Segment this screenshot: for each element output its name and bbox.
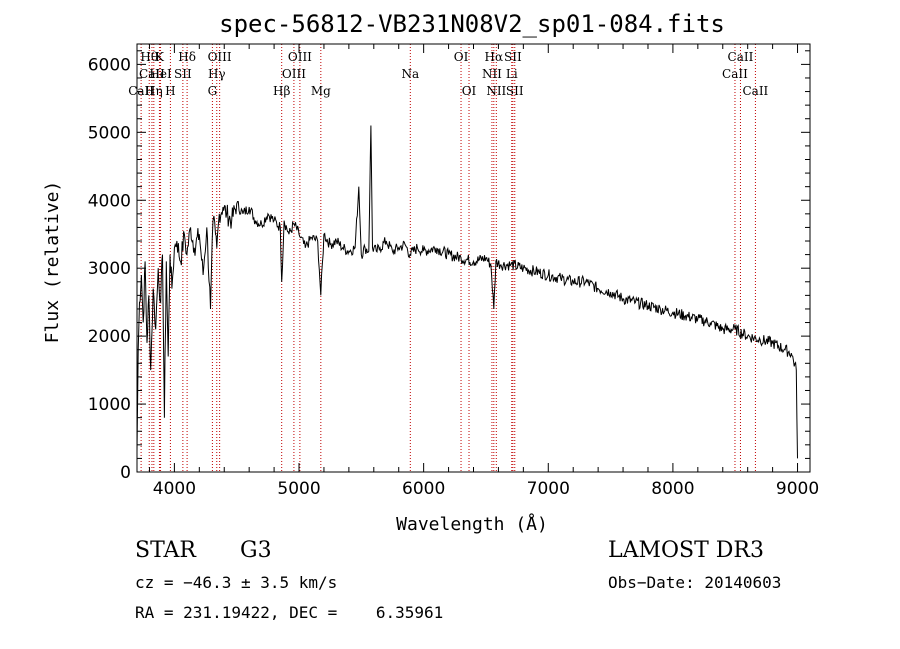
line-label-9: G — [208, 84, 218, 98]
spectrum-line — [136, 125, 798, 459]
line-label-10: Hγ — [208, 67, 226, 81]
line-label-22: Li — [506, 67, 518, 81]
line-label-11: OIII — [208, 50, 232, 64]
y-tick-label: 5000 — [88, 123, 131, 143]
chart-title: spec-56812-VB231N08V2_sp01-084.fits — [219, 10, 725, 38]
line-label-19: NII — [482, 67, 502, 81]
line-label-23: SII — [504, 50, 522, 64]
line-label-25: CaII — [722, 67, 748, 81]
line-label-4: K — [155, 50, 165, 64]
x-tick-label: 7000 — [527, 479, 570, 499]
x-tick-label: 4000 — [153, 479, 196, 499]
plot-frame — [136, 43, 811, 473]
line-label-15: Mg — [311, 84, 331, 98]
line-label-20: Hα — [485, 50, 504, 64]
x-tick-label: 8000 — [651, 479, 694, 499]
line-label-16: Na — [401, 67, 419, 81]
line-label-0: CaII — [128, 84, 154, 98]
x-axis-label: Wavelength (Å) — [396, 513, 548, 535]
y-tick-label: 6000 — [88, 55, 131, 75]
y-tick-label: 1000 — [88, 395, 131, 415]
line-label-3: Hη — [145, 84, 163, 98]
line-label-14: OIII — [288, 50, 312, 64]
x-tick-label: 5000 — [277, 479, 320, 499]
y-tick-label: 0 — [120, 463, 131, 483]
line-label-1: Hθ — [140, 50, 158, 64]
object-class: STAR — [135, 538, 196, 563]
survey-name: LAMOST DR3 — [608, 538, 764, 563]
object-subclass: G3 — [240, 538, 272, 563]
line-label-18: OI — [462, 84, 477, 98]
y-tick-label: 4000 — [88, 191, 131, 211]
line-label-5: HeI — [149, 67, 172, 81]
line-label-26: CaII — [728, 50, 754, 64]
line-label-7: SII — [174, 67, 192, 81]
spectrum-chart: spec-56812-VB231N08V2_sp01-084.fits CaII… — [42, 10, 819, 535]
line-label-8: Hδ — [178, 50, 196, 64]
line-label-24: SII — [506, 84, 524, 98]
x-tick-label: 6000 — [402, 479, 445, 499]
y-axis-label: Flux (relative) — [42, 181, 63, 344]
line-label-6: H — [165, 84, 175, 98]
line-label-13: OIII — [282, 67, 306, 81]
y-tick-label: 3000 — [88, 259, 131, 279]
obs-date: Obs−Date: 20140603 — [608, 573, 782, 592]
plot-area: CaIIHθCaIIHηKHeIHSIIHδGHγOIIIHβOIIIOIIIM… — [88, 43, 819, 499]
y-tick-label: 2000 — [88, 327, 131, 347]
line-label-17: OI — [454, 50, 469, 64]
line-label-27: CaII — [742, 84, 768, 98]
line-label-2: CaII — [139, 67, 165, 81]
x-tick-label: 9000 — [776, 479, 819, 499]
line-label-12: Hβ — [273, 84, 290, 98]
redshift-cz: cz = −46.3 ± 3.5 km/s — [135, 573, 338, 592]
line-label-21: NII — [486, 84, 506, 98]
coordinates: RA = 231.19422, DEC = 6.35961 — [135, 603, 444, 622]
